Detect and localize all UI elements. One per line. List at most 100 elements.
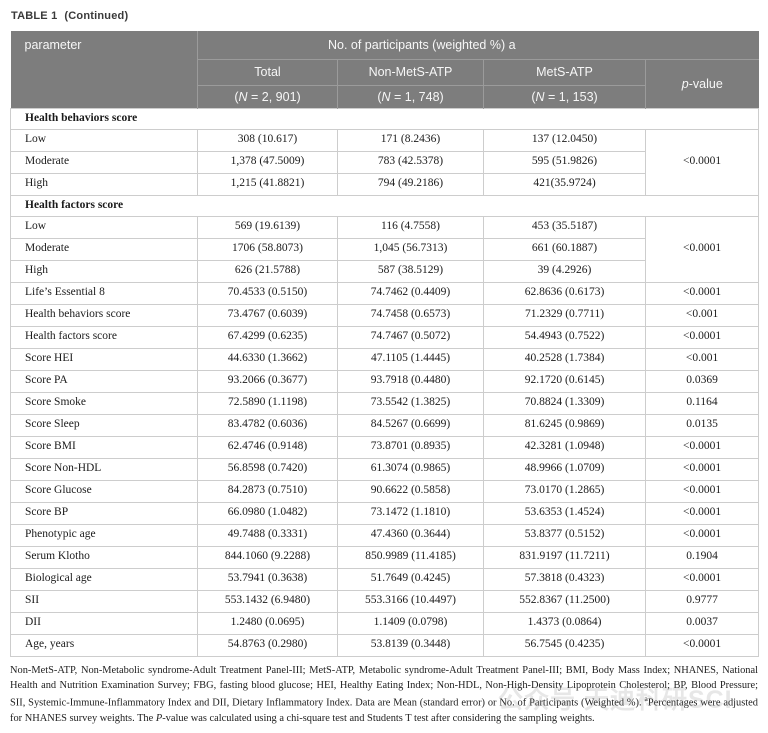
n-var: N [238, 89, 248, 104]
p-value-header-rest: -value [688, 76, 723, 91]
column-header-mets: MetS-ATP [482, 59, 646, 86]
total-value: 67.4299 (0.6235) [197, 325, 338, 349]
mets-value: 92.1720 (0.6145) [482, 369, 647, 393]
p-value: <0.0001 [645, 128, 760, 196]
mets-value: 453 (35.5187) [482, 215, 647, 239]
total-value: 72.5890 (1.1198) [197, 391, 338, 415]
row-label: Score Non-HDL [10, 457, 198, 481]
non-mets-value: 84.5267 (0.6699) [337, 413, 484, 437]
p-value: 0.0369 [645, 369, 760, 393]
row-label: DII [10, 611, 198, 635]
row-label: Health behaviors score [10, 303, 198, 327]
table-row: Low 569 (19.6139) 116 (4.7558) 453 (35.5187… [10, 215, 760, 283]
total-value: 844.1060 (9.2288) [197, 545, 338, 569]
table-row: Score HEI 44.6330 (1.3662) 47.1105 (1.4445… [10, 347, 760, 371]
table-row: Score Smoke 72.5890 (1.1198) 73.5542 (1.38… [10, 391, 760, 415]
parameter-header: parameter [10, 31, 198, 108]
row-label: High [10, 172, 198, 196]
total-value: 553.1432 (6.9480) [197, 589, 338, 613]
mets-value: 53.8377 (0.5152) [482, 523, 647, 547]
total-value: 49.7488 (0.3331) [197, 523, 338, 547]
non-mets-value: 116 (4.7558) [337, 215, 484, 239]
row-label: Low [10, 215, 198, 239]
mets-value: 42.3281 (1.0948) [482, 435, 647, 459]
p-header-spacer [645, 31, 759, 60]
p-value: <0.0001 [645, 479, 760, 503]
column-header-non-mets: Non-MetS-ATP [337, 59, 484, 86]
p-value: <0.0001 [645, 281, 760, 305]
table-row: Score PA 93.2066 (0.3677) 93.7918 (0.4480)… [10, 369, 760, 393]
mets-value: 39 (4.2926) [482, 259, 647, 283]
table-row: Score BP 66.0980 (1.0482) 73.1472 (1.1810)… [10, 501, 760, 525]
table-row: Score Non-HDL 56.8598 (0.7420) 61.3074 (0.… [10, 457, 760, 481]
mets-value: 81.6245 (0.9869) [482, 413, 647, 437]
row-label: Age, years [10, 633, 198, 657]
p-value: <0.0001 [645, 523, 760, 547]
total-value: 66.0980 (1.0482) [197, 501, 338, 525]
row-label: High [10, 259, 198, 283]
footnote-sup-marker: a [644, 694, 648, 704]
n-total: (N = 2, 901) [197, 85, 338, 108]
p-value: 0.1904 [645, 545, 760, 569]
non-mets-value: 74.7462 (0.4409) [337, 281, 484, 305]
group-header: No. of participants (weighted %) a [197, 31, 646, 60]
table-row: SII 553.1432 (6.9480) 553.3166 (10.4497) 55… [10, 589, 760, 613]
table-row: Score Sleep 83.4782 (0.6036) 84.5267 (0.66… [10, 413, 760, 437]
total-value: 56.8598 (0.7420) [197, 457, 338, 481]
p-value: 0.9777 [645, 589, 760, 613]
table-row: Age, years 54.8763 (0.2980) 53.8139 (0.344… [10, 633, 760, 657]
footnote-main: Non-MetS-ATP, Non-Metabolic syndrome-Adu… [10, 664, 758, 709]
table-row: High 1,215 (41.8821) 794 (49.2186) 421(35.9… [10, 172, 759, 196]
n-var: N [381, 89, 391, 104]
n-open: ( [377, 89, 382, 104]
n-rest: = 1, 748) [390, 89, 444, 104]
total-value: 62.4746 (0.9148) [197, 435, 338, 459]
total-value: 1706 (58.8073) [197, 237, 338, 261]
n-open: ( [531, 89, 536, 104]
total-value: 1,215 (41.8821) [197, 172, 338, 196]
mets-value: 54.4943 (0.7522) [482, 325, 647, 349]
n-var: N [535, 89, 545, 104]
total-value: 70.4533 (0.5150) [197, 281, 338, 305]
mets-value: 40.2528 (1.7384) [482, 347, 647, 371]
table-body: Health behaviors score Low 308 (10.617) 171… [9, 107, 760, 657]
non-mets-value: 53.8139 (0.3448) [337, 633, 484, 657]
total-value: 1,378 (47.5009) [197, 150, 338, 174]
mets-value: 661 (60.1887) [482, 237, 647, 261]
non-mets-value: 93.7918 (0.4480) [337, 369, 484, 393]
mets-value: 48.9966 (1.0709) [482, 457, 647, 481]
mets-value: 62.8636 (0.6173) [482, 281, 647, 305]
section-label: Health factors score [9, 194, 760, 217]
n-rest: = 2, 901) [247, 89, 301, 104]
p-value-header: p-value [645, 59, 759, 108]
row-label: Score BP [10, 501, 198, 525]
header-row-n: (N = 2, 901) (N = 1, 748) (N = 1, 153) [11, 85, 759, 108]
total-value: 73.4767 (0.6039) [197, 303, 338, 327]
row-label: Moderate [10, 237, 198, 261]
non-mets-value: 73.8701 (0.8935) [337, 435, 484, 459]
non-mets-value: 51.7649 (0.4245) [337, 567, 484, 591]
footnote-adjusted: Percentages were adjusted for NHANES sur… [10, 697, 758, 725]
table-footnote: Non-MetS-ATP, Non-Metabolic syndrome-Adu… [10, 663, 758, 727]
table-header: parameter No. of participants (weighted … [10, 31, 759, 108]
p-value: <0.0001 [645, 325, 760, 349]
total-value: 1.2480 (0.0695) [197, 611, 338, 635]
mets-value: 53.6353 (1.4524) [482, 501, 647, 525]
non-mets-value: 171 (8.2436) [337, 128, 484, 152]
mets-value: 71.2329 (0.7711) [482, 303, 647, 327]
non-mets-value: 587 (38.5129) [337, 259, 484, 283]
table-title: TABLE 1 (Continued) [11, 10, 758, 22]
non-mets-value: 47.1105 (1.4445) [337, 347, 484, 371]
p-value: <0.0001 [645, 457, 760, 481]
table-row: Moderate 1,378 (47.5009) 783 (42.5378) 595 … [10, 150, 759, 174]
mets-value: 57.3818 (0.4323) [482, 567, 647, 591]
p-value: <0.001 [645, 303, 760, 327]
row-label: Moderate [10, 150, 198, 174]
row-label: Score PA [10, 369, 198, 393]
total-value: 308 (10.617) [197, 128, 338, 152]
total-value: 626 (21.5788) [197, 259, 338, 283]
p-value: <0.0001 [645, 215, 760, 283]
participants-table: parameter No. of participants (weighted … [9, 31, 760, 657]
section-label: Health behaviors score [9, 107, 760, 130]
row-label: Biological age [10, 567, 198, 591]
